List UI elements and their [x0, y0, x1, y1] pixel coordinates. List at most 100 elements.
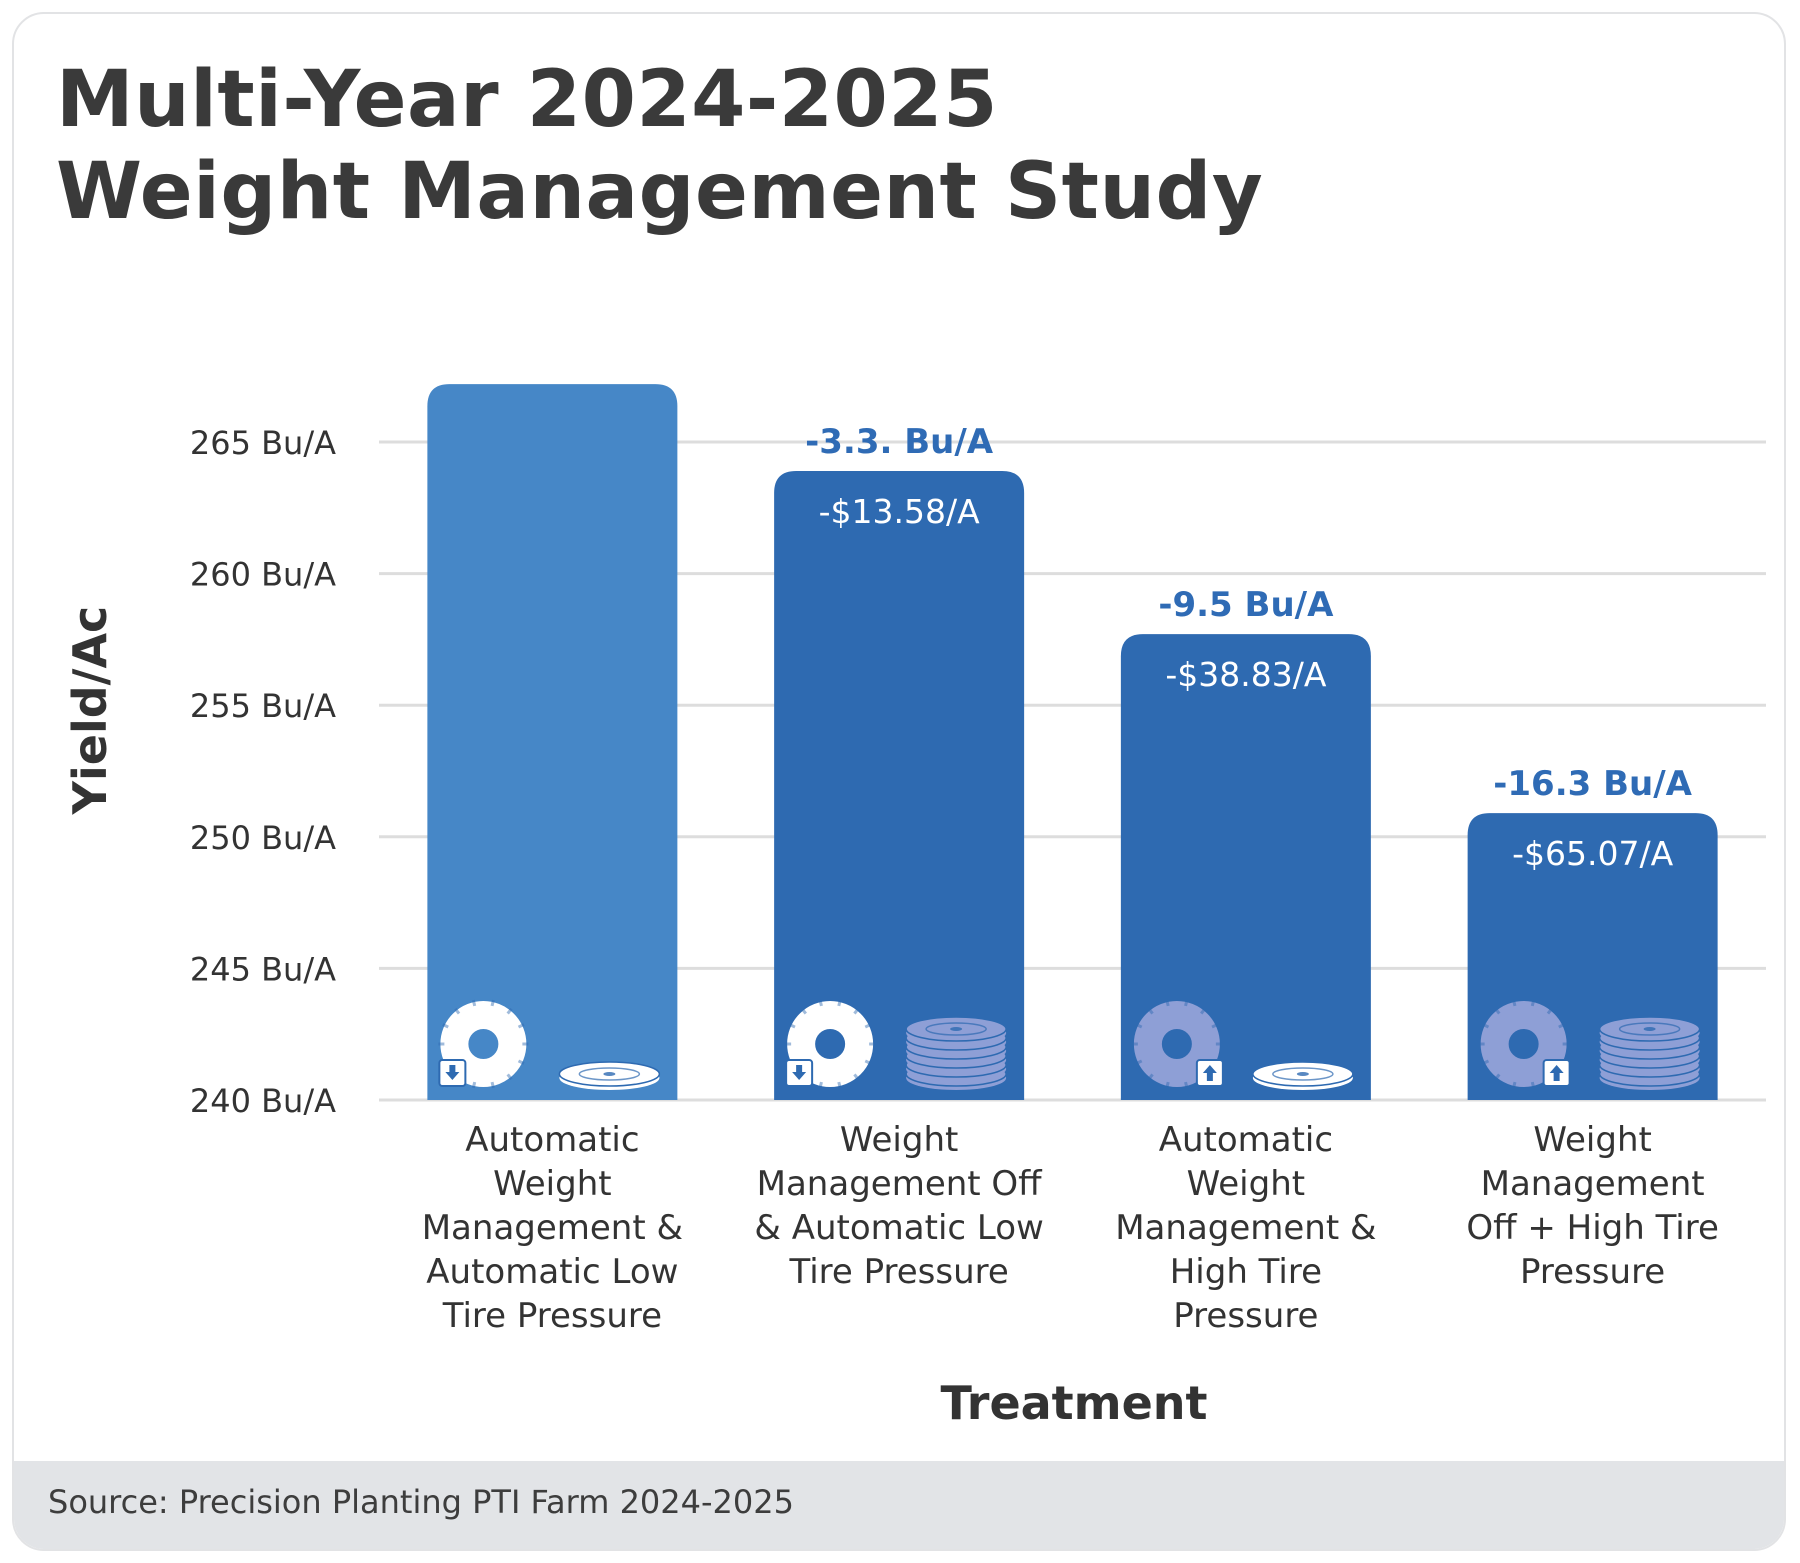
weight-plate-single-icon: [558, 1061, 661, 1090]
tire-ring: [440, 1001, 527, 1087]
plate-ring: [1618, 1022, 1681, 1036]
plate-ring: [578, 1067, 641, 1081]
bar-cost-label: -$13.58/A: [819, 492, 980, 531]
bar-cost-label: -$38.83/A: [1165, 655, 1326, 694]
x-category-label: Automatic Weight Management & High Tire Pr…: [1096, 1118, 1396, 1338]
tire-high-pressure-icon: [1478, 999, 1571, 1089]
chart-title-line-2: Weight Management Study: [56, 147, 1264, 237]
bar: [427, 384, 678, 1100]
tire-tread: [837, 1081, 842, 1089]
arrow-down-icon: [792, 1065, 807, 1080]
bar: [774, 470, 1025, 1100]
tire-tread: [800, 1007, 807, 1015]
x-category-label-line: Automatic Low: [426, 1252, 679, 1292]
x-category-label-line: Management &: [1115, 1208, 1377, 1248]
plate-hole: [1643, 1027, 1656, 1031]
x-category-label-line: Automatic Weight: [465, 1120, 640, 1204]
x-category-label: Automatic Weight Management & Automatic Lo…: [402, 1118, 702, 1338]
tire-tread: [1494, 1007, 1501, 1015]
tire-tread: [1184, 1081, 1189, 1089]
x-category-label-line: High Tire Pressure: [1169, 1252, 1323, 1336]
weight-stack-icon: [1598, 1016, 1701, 1090]
tire-tread: [788, 1023, 796, 1029]
plate-hole: [950, 1027, 963, 1031]
tire-tread: [517, 1059, 525, 1065]
source-text: Source: Precision Planting PTI Farm 2024…: [48, 1483, 794, 1521]
tire-tread: [1135, 1023, 1143, 1029]
x-category-label: Weight Management Off + High Tire Pressure: [1443, 1118, 1743, 1294]
chart-card: Multi-Year 2024-2025 Weight Management S…: [12, 12, 1786, 1551]
bar: [1120, 634, 1371, 1100]
tire-tread: [1135, 1059, 1143, 1065]
x-category-label-line: Pressure: [1520, 1252, 1666, 1292]
tire-tread: [506, 1007, 513, 1015]
tire-high-pressure-icon: [1131, 999, 1224, 1089]
bar-cost-label: -$65.07/A: [1512, 834, 1673, 873]
tire-tread: [853, 1007, 860, 1015]
tire-tread: [1512, 999, 1517, 1007]
tire-tread: [490, 1081, 495, 1089]
weight-plate-single-icon: [1252, 1061, 1354, 1090]
tire-ring: [1133, 1001, 1220, 1087]
y-tick-label: 265 Bu/A: [190, 424, 336, 462]
tire-tread: [1512, 1081, 1517, 1089]
tire-tread: [1530, 1081, 1536, 1089]
x-category-label: Weight Management Off & Automatic Low Tire …: [749, 1118, 1049, 1294]
y-tick-label: 245 Bu/A: [190, 950, 336, 988]
tire-tread: [517, 1023, 525, 1029]
tire-low-pressure-icon: [438, 999, 529, 1089]
tire-tread: [1147, 1073, 1154, 1081]
tire-tread: [1165, 999, 1170, 1007]
tire-tread: [864, 1023, 872, 1029]
tire-tread: [818, 999, 823, 1007]
bar-yield-diff-label: -9.5 Bu/A: [1158, 585, 1334, 625]
y-tick-label: 250 Bu/A: [190, 819, 336, 857]
chart-title: Multi-Year 2024-2025 Weight Management S…: [56, 54, 1263, 238]
tire-low-pressure-icon: [785, 999, 876, 1089]
bar-yield-diff-label: -16.3 Bu/A: [1493, 764, 1692, 804]
tire-tread: [1530, 999, 1536, 1007]
x-axis-label: Treatment: [940, 1376, 1208, 1430]
tire-ring: [1480, 1001, 1567, 1087]
tire-tread: [1482, 1059, 1490, 1065]
tire-tread: [1494, 1073, 1501, 1081]
tire-tread: [1147, 1007, 1154, 1015]
x-category-label-line: Weight: [1533, 1120, 1652, 1160]
tire-tread: [864, 1059, 872, 1065]
x-category-label-line: Management: [1480, 1164, 1705, 1204]
tire-tread: [853, 1073, 860, 1081]
tire-tread: [471, 999, 477, 1007]
tire-tread: [818, 1081, 823, 1089]
y-tick-label: 255 Bu/A: [190, 687, 336, 725]
tire-tread: [1184, 999, 1189, 1007]
tire-tread: [490, 999, 495, 1007]
tire-tread: [471, 1081, 477, 1089]
tire-tread: [442, 1023, 449, 1029]
y-tick-label: 260 Bu/A: [190, 556, 336, 594]
plate-hole: [1296, 1072, 1309, 1076]
tire-tread: [1546, 1007, 1553, 1015]
x-category-label-line: Tire Pressure: [442, 1296, 663, 1336]
weight-stack-icon: [905, 1016, 1007, 1090]
tire-tread: [1482, 1023, 1490, 1029]
arrow-up-icon: [1202, 1065, 1217, 1081]
bar-yield-diff-label: -3.3. Bu/A: [805, 422, 994, 462]
tire-tread: [506, 1073, 513, 1081]
x-category-label-line: & Automatic Low: [754, 1208, 1044, 1248]
tire-ring: [787, 1001, 874, 1087]
arrow-down-icon: [445, 1065, 460, 1080]
plate-ring: [925, 1022, 987, 1036]
tire-tread: [1211, 1023, 1219, 1029]
plate-ring: [1272, 1067, 1334, 1081]
tire-tread: [837, 999, 842, 1007]
x-category-label-line: Off + High Tire: [1466, 1208, 1719, 1248]
x-category-label-line: Management Off: [756, 1164, 1042, 1204]
arrow-up-icon: [1549, 1065, 1564, 1081]
source-footer: Source: Precision Planting PTI Farm 2024…: [14, 1461, 1784, 1549]
tire-tread: [1558, 1023, 1565, 1029]
x-category-label-line: Management &: [421, 1208, 684, 1248]
chart-title-line-1: Multi-Year 2024-2025: [56, 55, 998, 145]
tire-tread: [1165, 1081, 1170, 1089]
y-axis-label: Yield/Ac: [63, 605, 117, 815]
x-category-label-line: Weight: [839, 1120, 959, 1160]
